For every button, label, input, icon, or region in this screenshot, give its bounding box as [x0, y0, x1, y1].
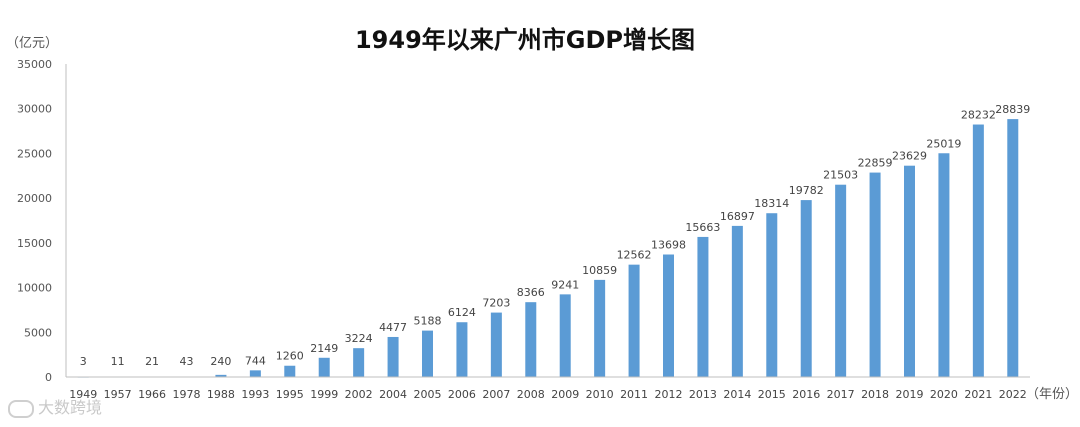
x-tick-label: 1966: [138, 388, 166, 401]
y-tick-label: 5000: [24, 326, 52, 339]
x-tick-label: 2014: [723, 388, 751, 401]
bar: [353, 348, 365, 377]
x-tick-label: 2004: [379, 388, 407, 401]
x-tick-label: 1988: [207, 388, 235, 401]
bar: [215, 374, 227, 377]
x-tick-label: 2012: [655, 388, 683, 401]
data-label: 19782: [789, 184, 824, 197]
x-axis-ticks: 1949 1957 1966 1978 1988 1993 1995 1999 2002 2004…: [69, 388, 1027, 401]
bar: [835, 184, 847, 377]
data-label: 43: [180, 355, 194, 368]
x-tick-label: 2008: [517, 388, 545, 401]
bar: [284, 365, 296, 377]
data-label: 18314: [754, 197, 789, 210]
bar: [559, 294, 571, 377]
data-label: 15663: [685, 221, 720, 234]
x-tick-label: 1949: [69, 388, 97, 401]
x-tick-label: 1978: [173, 388, 201, 401]
data-label: 12562: [617, 249, 652, 262]
x-tick-label: 2018: [861, 388, 889, 401]
data-label: 8366: [517, 286, 545, 299]
data-label: 9241: [551, 278, 579, 291]
x-tick-label: 1993: [241, 388, 269, 401]
x-tick-label: 2006: [448, 388, 476, 401]
bar: [422, 330, 433, 377]
bar: [938, 153, 950, 377]
data-label: 11: [111, 355, 125, 368]
watermark-logo-icon: [8, 399, 34, 418]
y-tick-label: 30000: [17, 103, 52, 116]
data-label: 4477: [379, 321, 407, 334]
x-tick-label: 1957: [104, 388, 132, 401]
data-label: 7203: [482, 297, 510, 310]
x-tick-label: 2019: [896, 388, 924, 401]
bars-group: [77, 119, 1019, 378]
data-label: 3: [80, 355, 87, 368]
bar: [731, 225, 743, 377]
bar: [628, 264, 640, 377]
bar: [594, 279, 606, 377]
data-label: 13698: [651, 239, 686, 252]
data-label: 21: [145, 355, 159, 368]
data-labels-group: 3 11 21 43 240 744 1260 2149 3224 4477 5188 6124 720…: [80, 103, 1031, 368]
x-tick-label: 2002: [345, 388, 373, 401]
bar: [697, 236, 709, 377]
data-label: 240: [210, 355, 231, 368]
x-tick-label: 2021: [964, 388, 992, 401]
y-tick-label: 20000: [17, 192, 52, 205]
bar: [972, 124, 984, 377]
bar: [249, 370, 261, 377]
data-label: 21503: [823, 169, 858, 182]
bar: [663, 254, 674, 377]
watermark-text: 大数跨境: [38, 398, 103, 417]
bar: [1007, 119, 1019, 378]
data-label: 16897: [720, 210, 755, 223]
bar: [490, 312, 502, 377]
data-label: 5188: [414, 315, 442, 328]
bar: [456, 322, 468, 377]
x-tick-label: 2020: [930, 388, 958, 401]
data-label: 23629: [892, 150, 927, 163]
x-axis-label: （年份）: [1026, 387, 1078, 402]
data-label: 3224: [345, 332, 373, 345]
bar: [525, 302, 537, 377]
x-tick-label: 1999: [310, 388, 338, 401]
data-label: 28839: [995, 103, 1030, 116]
x-tick-label: 2009: [551, 388, 579, 401]
y-tick-label: 25000: [17, 147, 52, 160]
data-label: 25019: [926, 137, 961, 150]
x-tick-label: 2007: [482, 388, 510, 401]
x-tick-label: 2013: [689, 388, 717, 401]
data-label: 22859: [858, 157, 893, 170]
data-label: 744: [245, 354, 266, 367]
x-tick-label: 2015: [758, 388, 786, 401]
x-tick-label: 2011: [620, 388, 648, 401]
data-label: 28232: [961, 109, 996, 122]
x-tick-label: 2010: [586, 388, 614, 401]
bar: [387, 336, 399, 377]
x-tick-label: 2017: [827, 388, 855, 401]
bar: [318, 357, 330, 377]
bar: [766, 213, 778, 377]
y-axis-ticks: 0 5000 10000 15000 20000 25000 30000 35000: [17, 58, 52, 384]
bar: [869, 172, 881, 377]
data-label: 2149: [310, 342, 338, 355]
data-label: 1260: [276, 350, 304, 363]
y-axis-label: （亿元）: [6, 36, 58, 51]
data-label: 10859: [582, 264, 617, 277]
y-tick-label: 0: [45, 371, 52, 384]
x-tick-label: 2005: [414, 388, 442, 401]
y-tick-label: 15000: [17, 237, 52, 250]
data-label: 6124: [448, 306, 476, 319]
x-tick-label: 2016: [792, 388, 820, 401]
y-tick-label: 10000: [17, 282, 52, 295]
x-tick-label: 2022: [999, 388, 1027, 401]
chart-title: 1949年以来广州市GDP增长图: [355, 26, 695, 54]
y-tick-label: 35000: [17, 58, 52, 71]
bar: [800, 200, 812, 377]
x-tick-label: 1995: [276, 388, 304, 401]
bar: [904, 165, 915, 377]
watermark: 大数跨境: [8, 394, 102, 418]
